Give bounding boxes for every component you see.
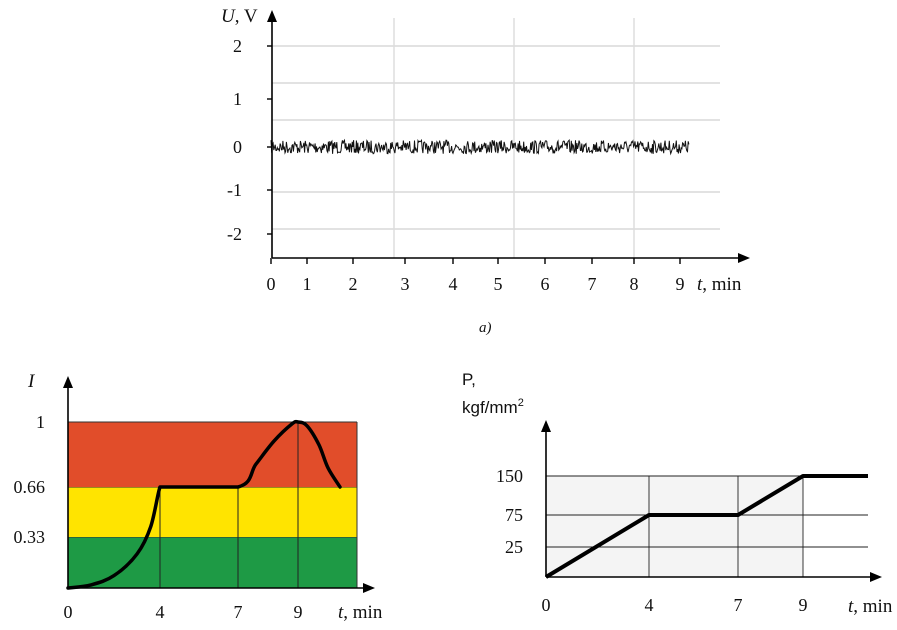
index-x-tick-label: 0 <box>64 602 73 622</box>
index-band <box>68 422 357 487</box>
voltage-x-tick-label: 3 <box>401 274 410 294</box>
index-x-tick-label: 4 <box>156 602 165 622</box>
pressure-x-tick-label: 0 <box>542 595 551 615</box>
pressure-ylabel-unit: kgf/mm2 <box>462 397 524 417</box>
index-y-ticks: 1 0.66 0.33 <box>14 412 46 547</box>
voltage-x-axis-arrow <box>738 253 750 263</box>
panel-label-a: a) <box>479 320 492 336</box>
voltage-y-tick-label: 1 <box>233 89 242 109</box>
pressure-x-tick-label: 9 <box>799 595 808 615</box>
voltage-x-tick-label: 1 <box>303 274 312 294</box>
voltage-x-tick-label: 2 <box>349 274 358 294</box>
index-x-ticks: 0 4 7 9 <box>64 602 303 622</box>
index-y-tick-label: 0.33 <box>14 527 46 547</box>
voltage-x-tick-label: 4 <box>449 274 458 294</box>
voltage-x-tick-label: 9 <box>676 274 685 294</box>
pressure-xlabel: t, min <box>848 596 893 617</box>
voltage-x-ticks: 0 1 2 3 4 5 6 7 8 9 <box>267 258 685 294</box>
index-series-line <box>66 419 342 590</box>
pressure-y-tick-label: 75 <box>505 505 523 525</box>
pressure-y-ticks: 150 75 25 <box>496 466 523 557</box>
voltage-x-tick-label: 8 <box>630 274 639 294</box>
index-axes <box>63 376 375 593</box>
pressure-x-tick-label: 7 <box>734 595 743 615</box>
index-y-axis-arrow <box>63 376 73 388</box>
chart-index: 1 0.66 0.33 0 4 7 9 I t, min <box>14 371 383 623</box>
index-y-tick-label: 1 <box>36 412 45 432</box>
pressure-series-line <box>544 474 868 579</box>
voltage-x-tick-label: 7 <box>588 274 597 294</box>
voltage-grid <box>272 18 720 258</box>
voltage-y-tick-label: -1 <box>227 180 242 200</box>
voltage-x-tick-label: 0 <box>267 274 276 294</box>
pressure-x-ticks: 0 4 7 9 <box>542 595 808 615</box>
voltage-axes <box>267 10 750 263</box>
index-xlabel: t, min <box>338 602 383 623</box>
voltage-y-tick-label: 2 <box>233 36 242 56</box>
voltage-x-tick-label: 5 <box>494 274 503 294</box>
voltage-y-axis-arrow <box>267 10 277 22</box>
chart-pressure: 150 75 25 0 4 7 9 P, kgf/mm2 t, min <box>462 370 893 617</box>
pressure-x-axis-arrow <box>870 572 882 582</box>
voltage-xlabel: t, min <box>697 274 742 295</box>
pressure-y-axis-arrow <box>541 420 551 432</box>
voltage-noise-series <box>270 138 690 156</box>
pressure-y-tick-label: 25 <box>505 537 523 557</box>
index-x-tick-label: 7 <box>234 602 243 622</box>
voltage-x-tick-label: 6 <box>541 274 550 294</box>
index-bands <box>68 421 358 588</box>
voltage-y-tick-label: -2 <box>227 224 242 244</box>
index-ylabel: I <box>27 371 36 392</box>
pressure-axes <box>541 420 882 582</box>
index-band <box>68 537 357 588</box>
index-gridlines <box>159 422 299 588</box>
chart-voltage: 2 1 0 -1 -2 0 1 2 3 4 5 6 7 8 9 U, V t, min a) <box>221 6 750 336</box>
index-y-tick-label: 0.66 <box>14 477 46 497</box>
pressure-x-tick-label: 4 <box>645 595 654 615</box>
index-x-axis-arrow <box>363 583 375 593</box>
voltage-y-ticks: 2 1 0 -1 -2 <box>227 36 272 244</box>
voltage-ylabel: U, V <box>221 6 258 27</box>
pressure-y-tick-label: 150 <box>496 466 523 486</box>
pressure-plot-background <box>546 476 803 577</box>
index-x-tick-label: 9 <box>294 602 303 622</box>
voltage-y-tick-label: 0 <box>233 137 242 157</box>
pressure-ylabel-line1: P, <box>462 370 476 389</box>
index-band <box>68 487 357 537</box>
